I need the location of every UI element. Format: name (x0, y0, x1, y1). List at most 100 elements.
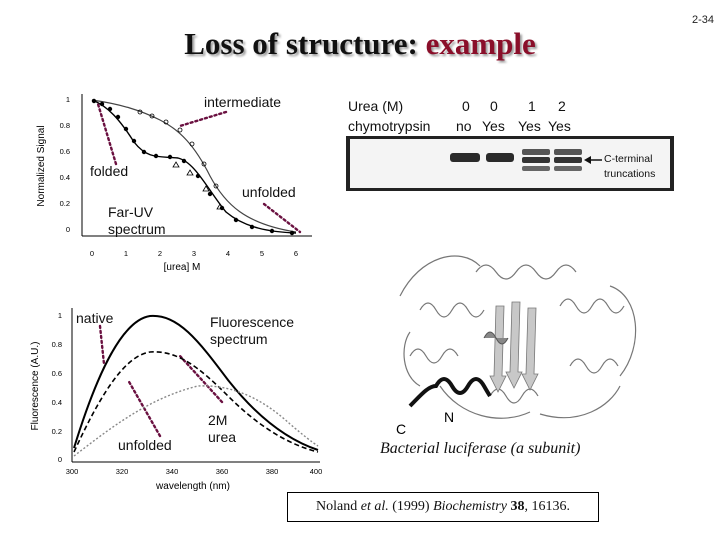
top-curve-fit-2 (91, 99, 297, 234)
top-triangle-point (216, 203, 224, 210)
top-point (207, 191, 213, 197)
top-point (181, 158, 187, 164)
bottom-ytick-0: 0 (58, 455, 62, 464)
slide-title: Loss of structure: example (0, 26, 720, 62)
bottom-xtick-380: 380 (266, 467, 279, 476)
top-point (123, 126, 129, 132)
pointer-intermediate (178, 110, 228, 128)
bottom-xtick-320: 320 (116, 467, 129, 476)
bottom-ytick-0.2: 0.2 (52, 427, 62, 436)
top-curve-fit-1 (91, 99, 297, 233)
label-far-uv-line1: Far-UV (108, 204, 154, 220)
luciferase-structure: C N (396, 255, 637, 436)
gel-band-lane3-low (522, 166, 550, 171)
label-unfolded-bottom: unfolded (118, 437, 172, 453)
loop-1 (399, 255, 481, 297)
top-xtick-1: 1 (124, 249, 128, 258)
gel-band-lane4-mid (554, 157, 582, 163)
top-y-ticks: 1 0.8 0.6 0.4 0.2 0 (60, 95, 70, 234)
spectrum-native (73, 314, 319, 451)
top-point (269, 228, 275, 234)
top-point (131, 138, 137, 144)
top-point (115, 114, 121, 120)
ref-volume: 38 (510, 499, 525, 514)
top-xtick-3: 3 (192, 249, 196, 258)
gel-band-lane2 (486, 153, 514, 162)
top-point (141, 149, 147, 155)
beta-strand-highlight (483, 331, 509, 345)
top-x-ticks: 0 1 2 3 4 5 6 (90, 249, 298, 258)
label-fluorescence: Fluorescence spectrum (210, 314, 294, 348)
gel-band-lane1 (450, 153, 480, 162)
bottom-xlabel: wavelength (nm) (155, 481, 230, 492)
ref-year: (1999) (392, 499, 430, 514)
top-point (249, 224, 255, 230)
top-point (99, 101, 105, 107)
helix-left (419, 302, 485, 318)
gel-urea-label: Urea (M) (348, 98, 404, 114)
top-open-point (201, 161, 207, 167)
bottom-xtick-400: 400 (310, 467, 323, 476)
label-intermediate: intermediate (204, 94, 282, 110)
gel-image: C-terminal truncations (346, 136, 674, 191)
reference-citation: Noland et al. (1999) Biochemistry 38, 16… (287, 492, 599, 522)
top-point (153, 153, 159, 159)
label-2m-urea-line2: urea (208, 429, 237, 445)
label-folded: folded (90, 163, 129, 179)
top-point (167, 154, 173, 160)
gel-urea-lane1: 0 (462, 98, 470, 114)
gel-urea-lane2: 0 (490, 98, 498, 114)
top-ytick-0.4: 0.4 (60, 173, 70, 182)
loop-3 (439, 385, 531, 419)
loop-2 (609, 285, 637, 377)
title-main: Loss of structure: (184, 26, 426, 61)
gel-protease-lane3: Yes (518, 118, 541, 134)
loop-4 (539, 385, 621, 419)
loop-5 (403, 331, 421, 387)
gel-band-label-line1: C-terminal (604, 153, 652, 165)
bottom-ytick-0.6: 0.6 (52, 369, 62, 378)
top-point (91, 98, 97, 104)
top-open-point (177, 127, 183, 133)
helix-top (475, 264, 577, 280)
top-xlabel: [urea] M (164, 262, 201, 273)
label-far-uv: Far-UV spectrum (108, 204, 166, 238)
gel-protease-lane2: Yes (482, 118, 505, 134)
gel-protease-label: chymotrypsin (348, 118, 431, 134)
label-2m-urea-line1: 2M (208, 412, 228, 428)
top-xtick-4: 4 (226, 249, 230, 258)
pointer-2m-urea (178, 354, 224, 404)
bottom-ytick-0.8: 0.8 (52, 340, 62, 349)
top-xtick-2: 2 (158, 249, 162, 258)
helix-lower-right (569, 358, 619, 374)
structure-caption: Bacterial luciferase (a subunit) (380, 440, 581, 457)
top-point (107, 106, 113, 112)
fluorescence-chart: 1 0.8 0.6 0.4 0.2 0 300 320 340 360 380 … (30, 308, 323, 492)
spectrum-unfolded (73, 385, 319, 457)
c-terminal-helix (408, 377, 492, 408)
label-native: native (76, 310, 114, 326)
beta-strand-1 (489, 305, 507, 393)
spectrum-2m-urea (73, 351, 319, 453)
top-triangle-point (172, 161, 180, 168)
bottom-ytick-0.4: 0.4 (52, 398, 62, 407)
top-xtick-5: 5 (260, 249, 264, 258)
gel-urea-lane3: 1 (528, 98, 536, 114)
top-ytick-0: 0 (66, 225, 70, 234)
gel-band-lane4-top (554, 149, 582, 155)
top-point (233, 217, 239, 223)
top-xtick-0: 0 (90, 249, 94, 258)
top-ytick-0.6: 0.6 (60, 147, 70, 156)
beta-strand-3 (521, 307, 539, 391)
top-ytick-0.8: 0.8 (60, 121, 70, 130)
gel-background: C-terminal truncations (350, 139, 670, 188)
top-point (289, 230, 295, 236)
label-far-uv-line2: spectrum (108, 221, 166, 237)
bottom-ytick-1: 1 (58, 311, 62, 320)
label-c-terminus: C (396, 421, 406, 436)
top-ytick-0.2: 0.2 (60, 199, 70, 208)
ref-etal: et al. (360, 499, 389, 514)
bottom-x-ticks: 300 320 340 360 380 400 (66, 467, 323, 476)
top-triangle-point (186, 169, 194, 176)
